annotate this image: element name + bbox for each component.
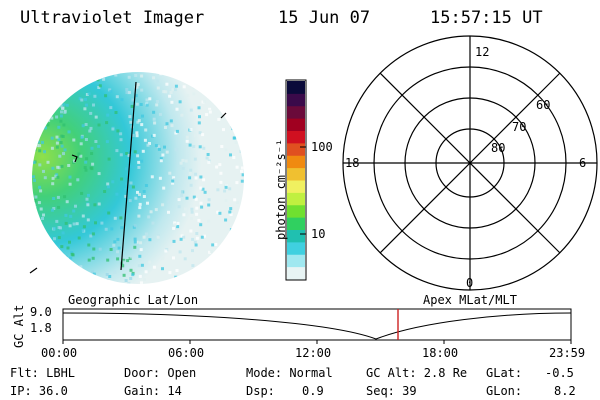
polar-label-60: 60 <box>536 98 551 112</box>
time-label: 15:57:15 UT <box>430 8 543 28</box>
x-tick-0: 00:00 <box>41 346 78 360</box>
edge-mark-upper <box>220 112 227 119</box>
timeline-plot <box>62 308 572 344</box>
x-tick-2: 12:00 <box>295 346 332 360</box>
colorbar-band <box>287 155 305 169</box>
polar-label-18: 18 <box>345 156 360 170</box>
mode-status: Mode: Normal <box>246 366 333 380</box>
coast-mark <box>71 154 78 163</box>
colorbar-band <box>287 130 305 144</box>
colorbar-band <box>287 142 305 156</box>
apex-label: Apex MLat/MLT <box>423 293 517 307</box>
gc-alt-status: GC Alt: 2.8 Re <box>366 366 468 380</box>
glat-value: -0.5 <box>545 366 574 380</box>
glat-label: GLat: <box>486 366 523 380</box>
colorbar-tick-100: 100 <box>311 140 333 154</box>
terminator-line <box>120 81 137 271</box>
polar-label-6: 6 <box>579 156 587 170</box>
colorbar-band <box>287 192 305 206</box>
glon-label: GLon: <box>486 384 523 398</box>
alt-max-label: 9.0 <box>30 305 52 319</box>
gain-status: Gain: 14 <box>124 384 182 398</box>
colorbar-band <box>287 118 305 131</box>
uv-earth-image <box>29 72 244 284</box>
colorbar-band <box>287 204 305 218</box>
colorbar-band <box>287 105 305 119</box>
gc-alt-axis-label: GC Alt <box>12 304 26 348</box>
polar-label-70: 70 <box>512 120 527 134</box>
colorbar-band <box>287 229 305 243</box>
colorbar-band <box>287 254 305 268</box>
colorbar-band <box>287 81 305 94</box>
filter-status: Flt: LBHL <box>10 366 76 380</box>
colorbar-unit-label: photon cm⁻²s⁻¹ <box>274 138 288 240</box>
colorbar-band <box>287 266 305 280</box>
geographic-label: Geographic Lat/Lon <box>68 293 199 307</box>
dsp-value: 0.9 <box>302 384 324 398</box>
altitude-curve <box>62 312 572 340</box>
colorbar-band <box>287 241 305 255</box>
colorbar-band <box>287 180 305 193</box>
x-tick-3: 18:00 <box>422 346 459 360</box>
instrument-title: Ultraviolet Imager <box>20 8 205 28</box>
polar-label-80: 80 <box>491 141 506 155</box>
dsp-label: Dsp: <box>246 384 275 398</box>
polar-grid <box>342 35 598 291</box>
alt-min-label: 1.8 <box>30 321 52 335</box>
colorbar-band <box>287 93 305 107</box>
glon-value: 8.2 <box>554 384 576 398</box>
colorbar-tick-10: 10 <box>311 227 326 241</box>
date-label: 15 Jun 07 <box>278 8 371 28</box>
seq-status: Seq: 39 <box>366 384 417 398</box>
polar-label-12: 12 <box>475 45 490 59</box>
x-tick-4: 23:59 <box>549 346 586 360</box>
door-status: Door: Open <box>124 366 197 380</box>
colorbar-band <box>287 167 305 181</box>
color-bar <box>285 79 307 281</box>
ip-status: IP: 36.0 <box>10 384 68 398</box>
colorbar-band <box>287 217 305 230</box>
polar-label-0: 0 <box>466 276 474 290</box>
x-tick-1: 06:00 <box>168 346 205 360</box>
edge-mark-lower <box>29 267 38 274</box>
